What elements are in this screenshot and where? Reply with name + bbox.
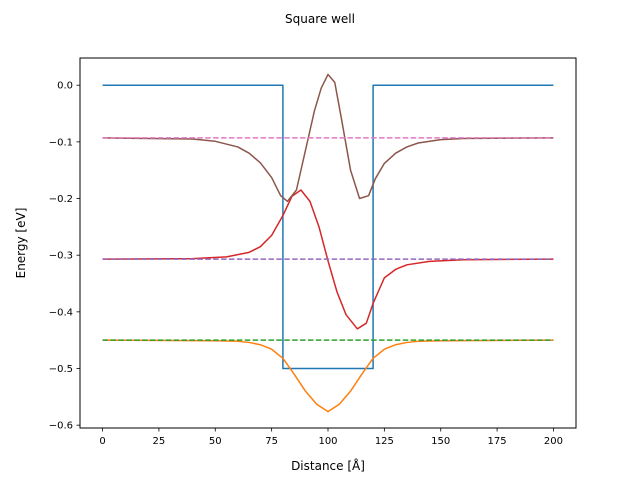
x-tick-label: 75 <box>265 436 278 447</box>
x-tick-label: 175 <box>488 436 507 447</box>
series-line-4 <box>102 189 554 330</box>
x-tick-label: 50 <box>209 436 222 447</box>
x-tick-label: 100 <box>318 436 337 447</box>
y-tick-label: −0.5 <box>49 364 73 375</box>
plot-frame <box>79 57 577 429</box>
series-line-1 <box>102 84 554 370</box>
x-tick-label: 150 <box>431 436 450 447</box>
y-tick-label: −0.6 <box>49 421 73 432</box>
y-axis: 0.0 −0.1 −0.2 −0.3 −0.4 −0.5 −0.6 <box>49 81 80 432</box>
x-tick-label: 0 <box>99 436 105 447</box>
y-tick-label: −0.1 <box>49 137 73 148</box>
x-tick-label: 125 <box>375 436 394 447</box>
y-tick-label: −0.2 <box>49 194 73 205</box>
x-axis: 0 25 50 75 100 125 150 175 200 <box>99 428 563 447</box>
chart-title: Square well <box>285 12 355 26</box>
y-tick-label: −0.3 <box>49 251 73 262</box>
y-axis-label: Energy [eV] <box>14 208 28 279</box>
y-tick-label: −0.4 <box>49 307 73 318</box>
y-tick-label: 0.0 <box>57 81 73 92</box>
x-axis-label: Distance [Å] <box>291 458 365 473</box>
x-tick-label: 200 <box>544 436 563 447</box>
plot-series-group <box>102 73 554 413</box>
series-line-2 <box>102 339 554 413</box>
x-tick-label: 25 <box>153 436 166 447</box>
series-line-6 <box>102 73 554 203</box>
